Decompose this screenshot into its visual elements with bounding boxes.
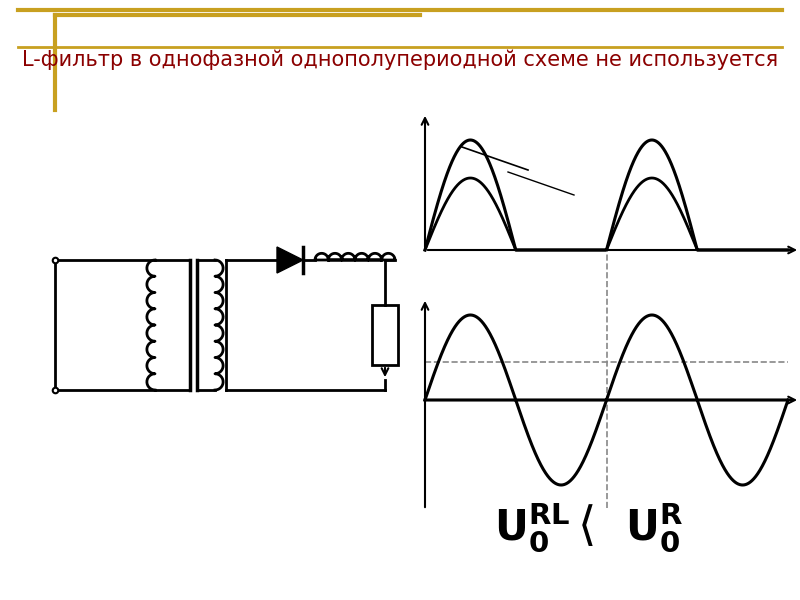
Text: $\langle$: $\langle$ <box>577 504 594 550</box>
Polygon shape <box>277 247 303 273</box>
Text: $\mathbf{U_0^{RL}}$: $\mathbf{U_0^{RL}}$ <box>494 502 570 554</box>
Text: L-фильтр в однофазной однополупериодной схеме не используется: L-фильтр в однофазной однополупериодной … <box>22 50 778 70</box>
Bar <box>372 305 398 365</box>
Text: $\mathbf{U_0^R}$: $\mathbf{U_0^R}$ <box>625 502 683 554</box>
